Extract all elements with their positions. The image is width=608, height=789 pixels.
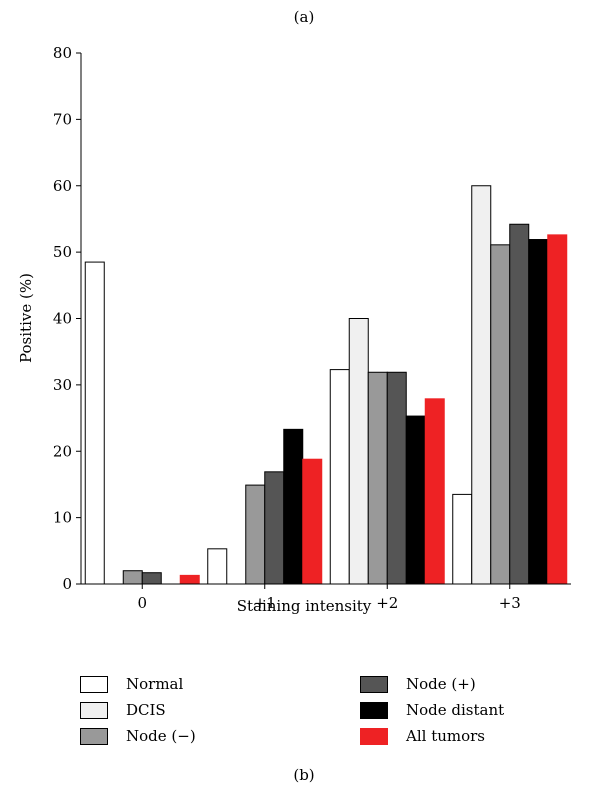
legend-label-node-positive: Node (+) (406, 675, 476, 693)
y-tick-label: 70 (53, 110, 72, 128)
bar-normal-1 (207, 548, 228, 585)
bar-node-2 (367, 371, 388, 585)
legend-item-node-positive: Node (+) (360, 673, 476, 695)
bar-normal-3 (452, 493, 473, 585)
x-tick-label: 0 (137, 594, 147, 612)
y-tick-label: 50 (53, 243, 72, 261)
legend-label-all-tumors: All tumors (406, 727, 486, 745)
bar-all-tumors-3 (547, 234, 568, 585)
caption-a: (a) (293, 8, 315, 26)
bar-all-tumors-1 (302, 458, 323, 585)
y-tick-label: 10 (53, 509, 72, 527)
legend-label-normal: Normal (126, 675, 184, 693)
bar-normal-2 (329, 369, 350, 585)
bar-dcis-2 (348, 318, 369, 585)
bar-node-distant-3 (528, 239, 549, 585)
legend-swatch-node-distant (360, 701, 388, 719)
x-tick-label: +2 (376, 594, 398, 612)
legend-swatch-all-tumors (360, 727, 388, 745)
x-axis-label: Staining intensity (237, 597, 372, 615)
y-tick-label: 60 (53, 177, 72, 195)
bar-node-3 (490, 244, 511, 585)
bar-node-distant-2 (405, 415, 426, 585)
y-tick-label: 30 (53, 376, 72, 394)
bar-node-3 (509, 223, 530, 585)
y-tick-label: 80 (53, 44, 72, 62)
bar-dcis-3 (471, 185, 492, 585)
bar-node-1 (264, 471, 285, 585)
bar-node-distant-1 (283, 428, 304, 585)
legend-item-all-tumors: All tumors (360, 725, 485, 747)
legend-label-node-negative: Node (−) (126, 727, 196, 745)
y-tick-label: 0 (62, 575, 72, 593)
legend-item-node-distant: Node distant (360, 699, 504, 721)
bar-node-1 (245, 484, 266, 585)
legend-swatch-node-negative (80, 727, 108, 745)
legend-label-node-distant: Node distant (406, 701, 505, 719)
y-axis-label: Positive (%) (17, 273, 35, 363)
bar-node-0 (122, 570, 143, 585)
y-tick-label: 20 (53, 442, 72, 460)
legend-swatch-node-positive (360, 675, 388, 693)
x-tick-label: +1 (254, 594, 276, 612)
legend-item-normal: Normal (80, 673, 183, 695)
bar-node-2 (386, 371, 407, 585)
legend-item-node-negative: Node (−) (80, 725, 196, 747)
bar-all-tumors-0 (179, 574, 200, 585)
caption-b: (b) (293, 766, 315, 784)
y-tick-label: 40 (53, 310, 72, 328)
legend-label-dcis: DCIS (126, 701, 166, 719)
legend-swatch-dcis (80, 701, 108, 719)
x-tick-label: +3 (499, 594, 521, 612)
bar-normal-0 (84, 261, 105, 585)
legend-item-dcis: DCIS (80, 699, 166, 721)
bar-all-tumors-2 (424, 398, 445, 585)
bar-chart: 0 10 20 30 40 50 60 70 80 0 +1 +2 +3 Positive (%) St… (17, 44, 571, 615)
legend-swatch-normal (80, 675, 108, 693)
bar-node-0 (141, 572, 162, 585)
